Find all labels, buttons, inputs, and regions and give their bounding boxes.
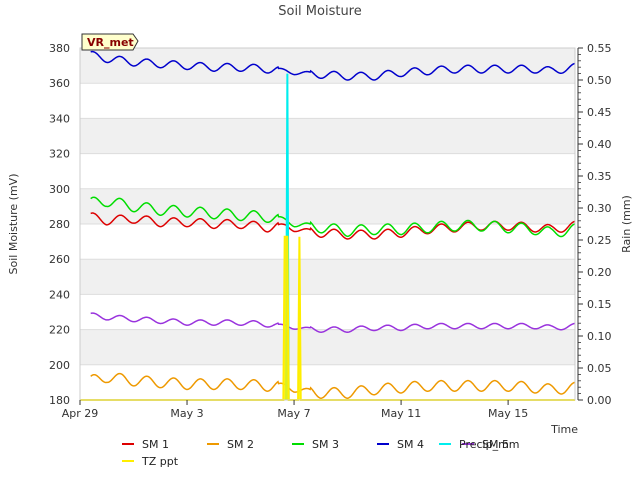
y-tick-label: 260 (49, 253, 70, 266)
legend-label: SM 5 (482, 438, 509, 451)
station-label: VR_met (87, 36, 134, 49)
y-tick-label: 340 (49, 112, 70, 125)
y-tick-label: 180 (49, 394, 70, 407)
x-axis: Apr 29 May 3 May 7 May 11 May 15 (62, 400, 528, 420)
y2-tick-label: 0.50 (587, 74, 612, 87)
y2-tick-label: 0.45 (587, 106, 612, 119)
grid-band (80, 118, 575, 154)
series-sm-3 (90, 196, 576, 238)
legend-label: TZ ppt (141, 455, 179, 468)
y2-tick-label: 0.55 (587, 42, 612, 55)
y-tick-label: 300 (49, 183, 70, 196)
series-sm-5 (90, 312, 576, 333)
legend-label: SM 3 (312, 438, 339, 451)
y2-tick-label: 0.30 (587, 202, 612, 215)
grid-band (80, 329, 575, 365)
x-tick-label: May 7 (277, 407, 310, 420)
grid-band (80, 259, 575, 295)
y-tick-label: 360 (49, 77, 70, 90)
grid-band (80, 48, 575, 84)
y-axis-right: 0.00 0.05 0.10 0.15 0.20 0.25 0.30 0.35 0.40 0.45… (577, 42, 612, 407)
y2-tick-label: 0.40 (587, 138, 612, 151)
y-tick-label: 280 (49, 218, 70, 231)
x-axis-title: Time (550, 423, 578, 436)
grid-band (80, 188, 575, 224)
x-tick-label: May 15 (488, 407, 528, 420)
y-tick-label: 220 (49, 324, 70, 337)
series-line (90, 312, 576, 333)
legend-label: SM 4 (397, 438, 424, 451)
chart-title: Soil Moisture (278, 4, 362, 19)
series-line (90, 372, 576, 399)
series-line (90, 50, 576, 81)
plot-frame (79, 47, 576, 401)
series-sm-2 (90, 372, 576, 399)
legend-item: TZ ppt (122, 455, 179, 468)
y2-tick-label: 0.05 (587, 362, 612, 375)
legend-label: SM 2 (227, 438, 254, 451)
series-sm-4 (90, 50, 576, 81)
series-line (90, 196, 576, 238)
legend-item: SM 2 (207, 438, 254, 451)
y2-tick-label: 0.15 (587, 298, 612, 311)
y2-axis-title: Rain (mm) (620, 195, 633, 253)
y2-tick-label: 0.10 (587, 330, 612, 343)
y2-tick-label: 0.20 (587, 266, 612, 279)
y2-tick-label: 0.35 (587, 170, 612, 183)
legend-label: Precip_mm (459, 438, 520, 451)
legend-item: SM 5 (462, 438, 509, 451)
y-tick-label: 240 (49, 288, 70, 301)
grid-bands (80, 47, 575, 401)
y2-tick-label: 0.25 (587, 234, 612, 247)
y2-tick-label: 0.00 (587, 394, 612, 407)
x-tick-label: Apr 29 (62, 407, 99, 420)
y-axis-left: 180 200 220 240 260 280 300 320 340 360 380 (49, 42, 70, 407)
y-tick-label: 380 (49, 42, 70, 55)
station-label-box: VR_met (81, 33, 139, 51)
legend-item: SM 1 (122, 438, 169, 451)
x-tick-label: May 11 (381, 407, 421, 420)
y-tick-label: 320 (49, 148, 70, 161)
y-tick-label: 200 (49, 359, 70, 372)
legend-item: SM 3 (292, 438, 339, 451)
legend-label: SM 1 (142, 438, 169, 451)
x-tick-label: May 3 (170, 407, 203, 420)
y-axis-title: Soil Moisture (mV) (7, 174, 20, 275)
legend-item: SM 4 (377, 438, 424, 451)
legend-item: Precip_mm (439, 438, 520, 451)
